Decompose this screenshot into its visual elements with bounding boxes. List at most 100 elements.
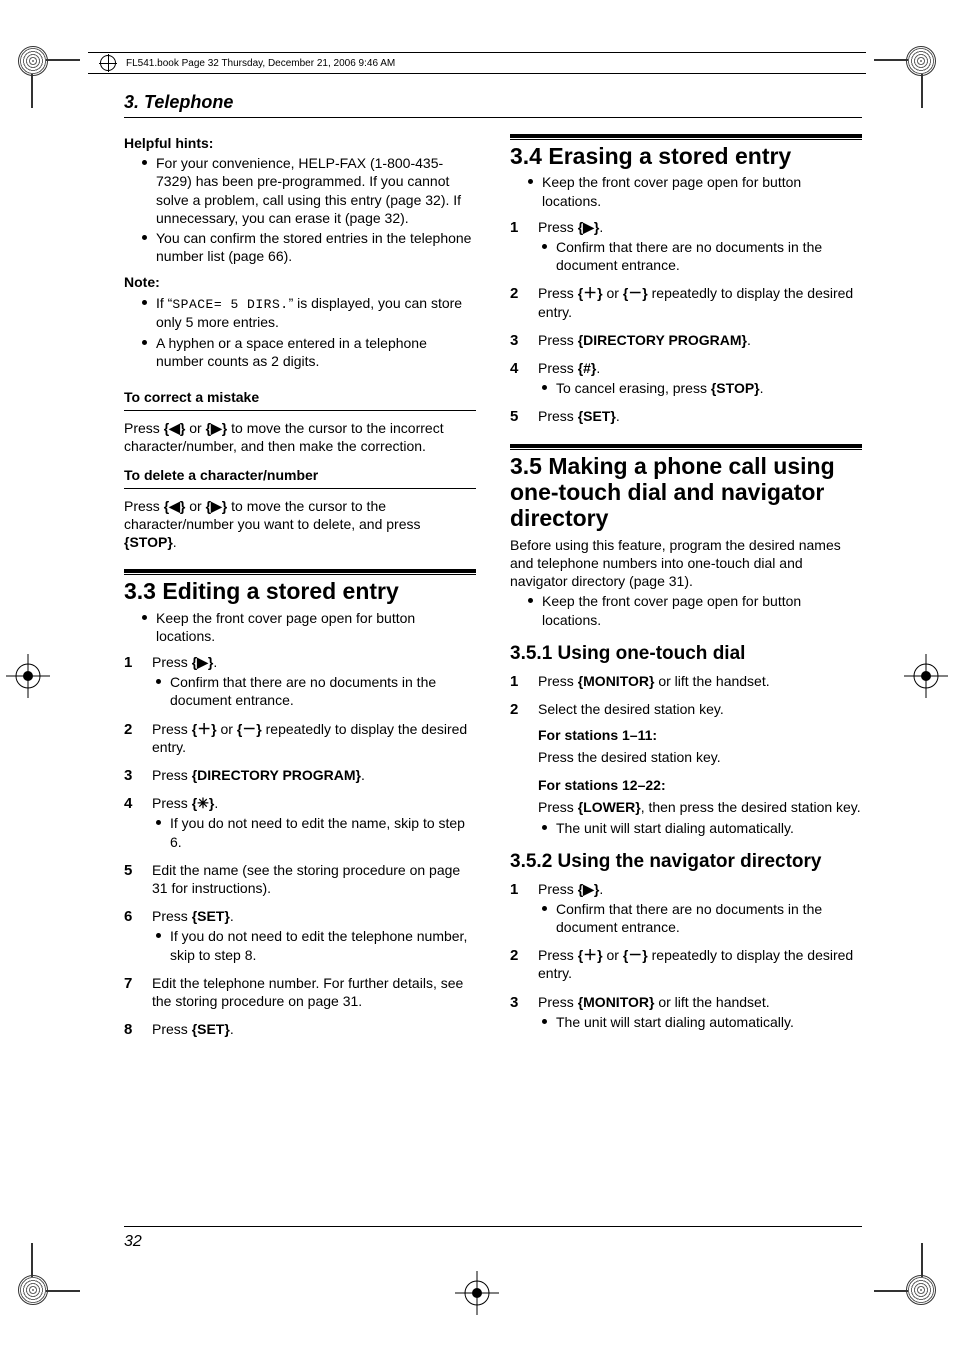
to-delete-label: To delete a character/number [124, 466, 476, 484]
step-item: Select the desired station key. For stat… [510, 700, 862, 837]
directory-program-key: {DIRECTORY PROGRAM} [578, 332, 747, 348]
stations-1-11-body: Press the desired station key. [538, 748, 862, 766]
step-item: Press {▶}. Confirm that there are no doc… [510, 880, 862, 937]
file-header-text: FL541.book Page 32 Thursday, December 21… [126, 58, 395, 69]
reg-mark-top-right [896, 46, 936, 86]
list-item: Keep the front cover page open for butto… [528, 592, 862, 628]
left-key: {◀} [164, 498, 186, 514]
step-item: Press {DIRECTORY PROGRAM}. [510, 331, 862, 349]
reg-mark-bottom-left [18, 1265, 58, 1305]
file-header: FL541.book Page 32 Thursday, December 21… [88, 52, 866, 74]
s34-steps: Press {▶}. Confirm that there are no doc… [510, 218, 862, 426]
s33-intro-list: Keep the front cover page open for butto… [124, 609, 476, 645]
list-item: A hyphen or a space entered in a telepho… [142, 334, 476, 370]
step-item: Press {＋} or {－} repeatedly to display t… [510, 284, 862, 320]
s33-steps: Press {▶}. Confirm that there are no doc… [124, 653, 476, 1038]
reg-mark-bottom-right [896, 1265, 936, 1305]
step-item: Edit the name (see the storing procedure… [124, 861, 476, 897]
reg-mark-mid-right [904, 654, 948, 698]
left-column: Helpful hints: For your convenience, HEL… [124, 134, 476, 1048]
stop-key: {STOP} [124, 534, 173, 550]
plus-key: {＋} [578, 285, 603, 301]
content-frame: 3. Telephone Helpful hints: For your con… [124, 92, 862, 1221]
section-3-5-title: 3.5 Making a phone call using one-touch … [510, 453, 862, 532]
columns: Helpful hints: For your convenience, HEL… [124, 134, 862, 1048]
s351-steps: Press {MONITOR} or lift the handset. Sel… [510, 672, 862, 837]
text: Press [538, 947, 578, 963]
step-item: Edit the telephone number. For further d… [124, 974, 476, 1010]
step-item: Press {MONITOR} or lift the handset. The… [510, 993, 862, 1031]
helpful-hints-label: Helpful hints: [124, 134, 476, 152]
text: Press [152, 908, 192, 924]
right-key: {▶} [192, 654, 214, 670]
right-key: {▶} [206, 498, 228, 514]
section-rule [124, 569, 476, 572]
text: Press [538, 360, 578, 376]
star-key: {✳} [192, 795, 215, 811]
lower-key: {LOWER} [578, 799, 641, 815]
text: Press [124, 498, 164, 514]
directory-program-key: {DIRECTORY PROGRAM} [192, 767, 361, 783]
text: Press [538, 332, 578, 348]
step-item: Press {#}. To cancel erasing, press {STO… [510, 359, 862, 397]
to-correct-body: Press {◀} or {▶} to move the cursor to t… [124, 419, 476, 455]
text: Press [124, 420, 164, 436]
reg-mark-top-left [18, 46, 58, 86]
text: or [603, 285, 623, 301]
text: or [185, 420, 205, 436]
list-item: For your convenience, HELP-FAX (1-800-43… [142, 154, 476, 227]
list-item: If you do not need to edit the telephone… [156, 927, 476, 963]
right-key: {▶} [578, 219, 600, 235]
right-key: {▶} [578, 881, 600, 897]
text: Press [538, 799, 578, 815]
text: Press [538, 881, 578, 897]
monitor-key: {MONITOR} [578, 994, 655, 1010]
stop-key: {STOP} [711, 380, 760, 396]
stations-12-22-body: Press {LOWER}, then press the desired st… [538, 798, 862, 816]
list-item: Confirm that there are no documents in t… [156, 673, 476, 709]
text: Press [538, 219, 578, 235]
step-item: Press {✳}. If you do not need to edit th… [124, 794, 476, 851]
step-item: Press {SET}. [124, 1020, 476, 1038]
list-item: Confirm that there are no documents in t… [542, 238, 862, 274]
text: Press [152, 767, 192, 783]
text: To cancel erasing, press [556, 380, 711, 396]
text: Press [152, 721, 192, 737]
text: Select the desired station key. [538, 701, 724, 717]
text: Press [538, 994, 578, 1010]
subsection-3-5-2-title: 3.5.2 Using the navigator directory [510, 851, 862, 874]
section-rule [510, 134, 862, 137]
list-item: Confirm that there are no documents in t… [542, 900, 862, 936]
list-item: To cancel erasing, press {STOP}. [542, 379, 862, 397]
monitor-key: {MONITOR} [578, 673, 655, 689]
step-item: Press {▶}. Confirm that there are no doc… [124, 653, 476, 710]
page-number: 32 [124, 1226, 862, 1251]
text: Press [152, 654, 192, 670]
section-rule [510, 444, 862, 447]
minus-key: {－} [623, 285, 648, 301]
list-item: Keep the front cover page open for butto… [528, 173, 862, 209]
set-key: {SET} [578, 408, 616, 424]
text: or [603, 947, 623, 963]
text: or [217, 721, 237, 737]
step-item: Press {DIRECTORY PROGRAM}. [124, 766, 476, 784]
plus-key: {＋} [192, 721, 217, 737]
step-item: Press {MONITOR} or lift the handset. [510, 672, 862, 690]
s34-intro-list: Keep the front cover page open for butto… [510, 173, 862, 209]
to-correct-label: To correct a mistake [124, 388, 476, 406]
text: or lift the handset. [654, 673, 769, 689]
set-key: {SET} [192, 908, 230, 924]
text: Press [538, 285, 578, 301]
text: or lift the handset. [654, 994, 769, 1010]
code-text: SPACE= 5 DIRS. [172, 297, 288, 312]
hash-key: {#} [578, 360, 597, 376]
s35-intro-list: Keep the front cover page open for butto… [510, 592, 862, 628]
text: If “ [156, 295, 172, 311]
step-item: Press {▶}. Confirm that there are no doc… [510, 218, 862, 275]
note-label: Note: [124, 273, 476, 291]
minus-key: {－} [623, 947, 648, 963]
right-key: {▶} [206, 420, 228, 436]
text: Press [152, 1021, 192, 1037]
left-key: {◀} [164, 420, 186, 436]
list-item: If you do not need to edit the name, ski… [156, 814, 476, 850]
